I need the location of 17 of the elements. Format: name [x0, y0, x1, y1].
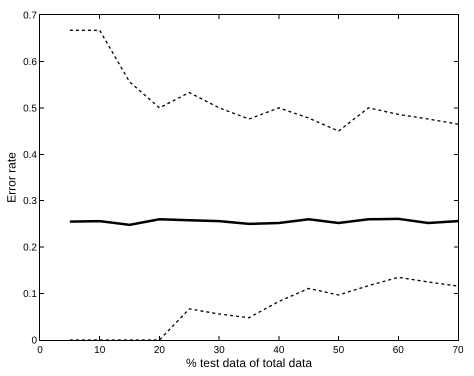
x-tick-label: 20 — [154, 345, 166, 356]
x-tick-label: 50 — [333, 345, 345, 356]
y-tick-label: 0.1 — [23, 289, 38, 300]
x-tick-label: 70 — [452, 345, 464, 356]
x-tick-label: 30 — [214, 345, 226, 356]
x-tick-label: 40 — [273, 345, 285, 356]
x-axis-title: % test data of total data — [186, 356, 312, 370]
x-tick-label: 60 — [392, 345, 404, 356]
y-tick-label: 0.4 — [23, 150, 38, 161]
y-tick-label: 0.3 — [23, 196, 38, 208]
y-tick-label: 0.5 — [23, 103, 38, 114]
y-tick-label: 0 — [31, 336, 38, 346]
x-tick-label: 10 — [94, 345, 106, 356]
y-tick-label: 0.2 — [23, 242, 38, 254]
y-axis-title: Error rate — [4, 152, 18, 203]
y-tick-label: 0.7 — [23, 10, 38, 22]
y-tick-label: 0.6 — [23, 56, 38, 68]
